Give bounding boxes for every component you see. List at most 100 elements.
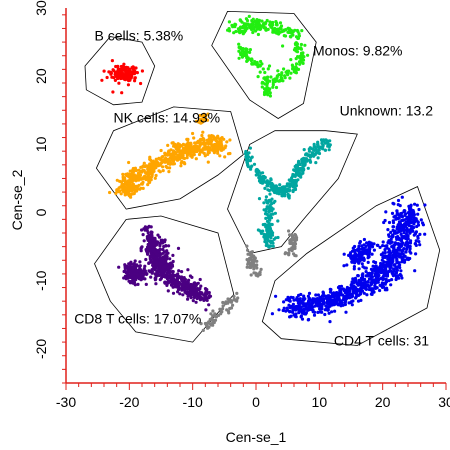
data-point — [117, 81, 121, 85]
data-point — [268, 192, 272, 196]
data-point — [282, 300, 286, 304]
data-point — [207, 291, 211, 295]
data-point — [212, 319, 216, 323]
data-point — [410, 212, 415, 216]
data-point — [398, 204, 402, 208]
data-point — [308, 160, 313, 164]
data-point — [147, 269, 151, 273]
data-point — [199, 284, 203, 288]
data-point — [409, 239, 413, 243]
data-point — [272, 80, 276, 84]
data-point — [195, 294, 199, 298]
data-point — [276, 219, 280, 223]
data-point — [367, 245, 371, 249]
data-point — [202, 115, 207, 119]
data-point — [177, 269, 181, 273]
data-point — [149, 251, 153, 255]
data-point — [278, 21, 283, 25]
data-point — [345, 263, 349, 267]
data-point — [349, 256, 353, 260]
data-point — [125, 192, 129, 196]
data-point — [398, 245, 402, 249]
data-point — [268, 94, 272, 98]
data-point — [252, 271, 256, 275]
data-point — [100, 78, 104, 82]
data-point — [387, 220, 392, 225]
data-point — [249, 59, 253, 63]
data-point — [413, 202, 417, 206]
data-point — [309, 153, 313, 158]
data-point — [186, 297, 190, 301]
x-tick-label: 10 — [312, 394, 328, 410]
data-point — [271, 244, 275, 248]
data-point — [248, 262, 252, 266]
data-point — [413, 269, 417, 273]
data-point — [299, 315, 303, 319]
data-point — [194, 157, 198, 161]
data-point — [297, 308, 301, 312]
data-point — [155, 261, 159, 265]
data-point — [147, 233, 151, 237]
data-point — [278, 79, 282, 83]
data-point — [139, 278, 143, 282]
data-point — [245, 244, 249, 248]
data-point — [211, 134, 215, 138]
data-point — [263, 235, 267, 239]
data-point — [398, 266, 402, 270]
cluster-label-b-cells: B cells: 5.38% — [95, 28, 184, 44]
data-point — [316, 293, 320, 297]
data-point — [376, 243, 380, 247]
data-point — [302, 294, 306, 298]
data-point — [148, 257, 152, 261]
data-point — [153, 272, 157, 276]
data-point — [147, 261, 151, 265]
data-point — [166, 143, 170, 147]
data-point — [144, 171, 148, 175]
data-point — [226, 300, 230, 304]
data-point — [284, 28, 288, 32]
data-point — [382, 277, 386, 281]
data-point — [142, 169, 146, 173]
data-point — [330, 310, 334, 314]
data-point — [416, 236, 420, 240]
data-point — [152, 246, 156, 250]
data-point — [249, 156, 253, 160]
data-point — [151, 167, 155, 172]
data-point — [258, 229, 262, 233]
data-point — [206, 160, 210, 164]
data-point — [321, 139, 326, 143]
data-point — [354, 286, 358, 290]
data-point — [124, 181, 128, 185]
data-point — [326, 305, 330, 309]
data-point — [364, 266, 368, 270]
data-point — [117, 73, 121, 77]
data-point — [166, 266, 170, 270]
data-point — [228, 138, 232, 142]
data-point — [307, 291, 312, 295]
data-point — [369, 276, 373, 280]
data-point — [247, 258, 251, 262]
data-point — [218, 154, 222, 158]
data-point — [138, 267, 142, 271]
data-point — [303, 163, 307, 167]
data-point — [205, 141, 209, 145]
data-point — [191, 299, 195, 303]
data-point — [209, 312, 213, 316]
data-point — [385, 286, 389, 290]
data-point — [290, 233, 294, 238]
data-point — [181, 277, 185, 282]
data-point — [166, 152, 170, 156]
data-point — [258, 270, 262, 274]
data-point — [400, 211, 404, 215]
data-point — [342, 252, 346, 256]
data-point — [356, 299, 361, 303]
data-point — [316, 156, 320, 160]
data-point — [409, 251, 413, 255]
data-point — [384, 210, 388, 214]
data-point — [281, 44, 285, 48]
data-point — [270, 202, 274, 206]
data-point — [392, 263, 396, 267]
data-point — [370, 271, 374, 275]
data-point — [225, 140, 229, 144]
data-point — [125, 264, 129, 268]
